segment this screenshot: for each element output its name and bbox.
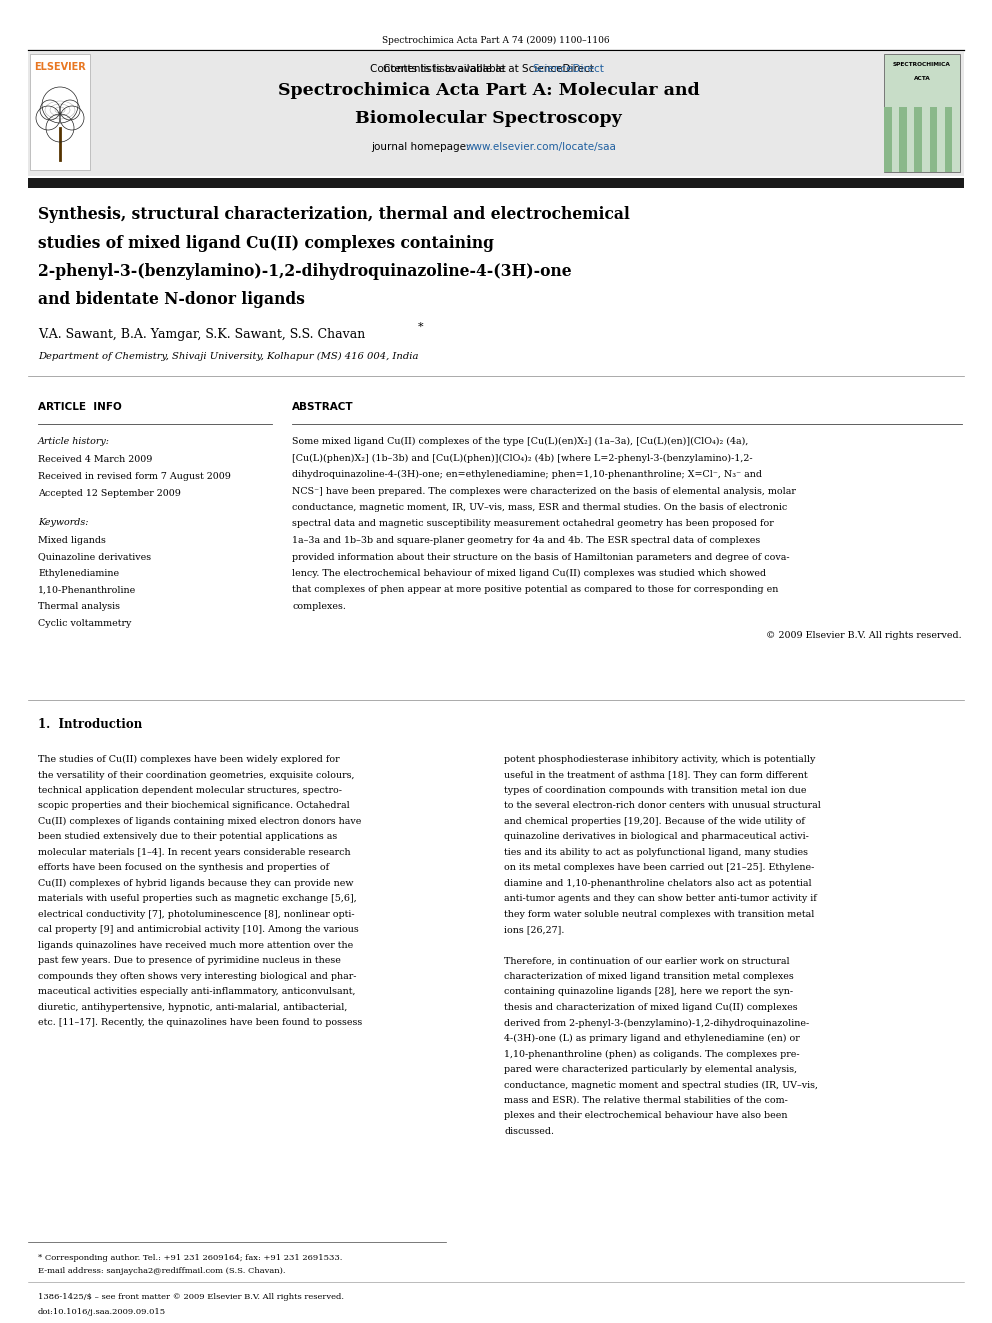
Text: Thermal analysis: Thermal analysis (38, 602, 120, 611)
FancyBboxPatch shape (915, 107, 922, 172)
Text: thesis and characterization of mixed ligand Cu(II) complexes: thesis and characterization of mixed lig… (504, 1003, 798, 1012)
Text: Cu(II) complexes of hybrid ligands because they can provide new: Cu(II) complexes of hybrid ligands becau… (38, 878, 353, 888)
Text: containing quinazoline ligands [28], here we report the syn-: containing quinazoline ligands [28], her… (504, 987, 794, 996)
Text: anti-tumor agents and they can show better anti-tumor activity if: anti-tumor agents and they can show bett… (504, 894, 816, 904)
FancyBboxPatch shape (930, 107, 937, 172)
Text: ScienceDirect: ScienceDirect (532, 64, 604, 74)
Text: plexes and their electrochemical behaviour have also been: plexes and their electrochemical behavio… (504, 1111, 788, 1121)
Text: derived from 2-phenyl-3-(benzylamino)-1,2-dihydroquinazoline-: derived from 2-phenyl-3-(benzylamino)-1,… (504, 1019, 809, 1028)
FancyBboxPatch shape (30, 54, 90, 169)
Text: Received 4 March 2009: Received 4 March 2009 (38, 455, 153, 464)
Text: and bidentate N-donor ligands: and bidentate N-donor ligands (38, 291, 305, 308)
Text: journal homepage:: journal homepage: (371, 142, 473, 152)
Text: The studies of Cu(II) complexes have been widely explored for: The studies of Cu(II) complexes have bee… (38, 755, 339, 765)
Text: 1a–3a and 1b–3b and square-planer geometry for 4a and 4b. The ESR spectral data : 1a–3a and 1b–3b and square-planer geomet… (292, 536, 760, 545)
Text: electrical conductivity [7], photoluminescence [8], nonlinear opti-: electrical conductivity [7], photolumine… (38, 910, 354, 919)
Text: conductance, magnetic moment and spectral studies (IR, UV–vis,: conductance, magnetic moment and spectra… (504, 1081, 818, 1090)
Text: ligands quinazolines have received much more attention over the: ligands quinazolines have received much … (38, 941, 353, 950)
Text: on its metal complexes have been carried out [21–25]. Ethylene-: on its metal complexes have been carried… (504, 864, 814, 872)
Text: 1386-1425/$ – see front matter © 2009 Elsevier B.V. All rights reserved.: 1386-1425/$ – see front matter © 2009 El… (38, 1293, 344, 1301)
Text: ACTA: ACTA (914, 75, 930, 81)
Text: NCS⁻] have been prepared. The complexes were characterized on the basis of eleme: NCS⁻] have been prepared. The complexes … (292, 487, 796, 496)
Text: 1.  Introduction: 1. Introduction (38, 718, 142, 732)
Text: * Corresponding author. Tel.: +91 231 2609164; fax: +91 231 2691533.: * Corresponding author. Tel.: +91 231 26… (38, 1254, 342, 1262)
Text: doi:10.1016/j.saa.2009.09.015: doi:10.1016/j.saa.2009.09.015 (38, 1308, 166, 1316)
Text: the versatility of their coordination geometries, exquisite colours,: the versatility of their coordination ge… (38, 770, 354, 779)
Text: to the several electron-rich donor centers with unusual structural: to the several electron-rich donor cente… (504, 802, 820, 811)
Text: conductance, magnetic moment, IR, UV–vis, mass, ESR and thermal studies. On the : conductance, magnetic moment, IR, UV–vis… (292, 503, 788, 512)
Text: spectral data and magnetic susceptibility measurement octahedral geometry has be: spectral data and magnetic susceptibilit… (292, 520, 774, 528)
Text: that complexes of phen appear at more positive potential as compared to those fo: that complexes of phen appear at more po… (292, 586, 779, 594)
Text: Mixed ligands: Mixed ligands (38, 536, 106, 545)
Text: technical application dependent molecular structures, spectro-: technical application dependent molecula… (38, 786, 342, 795)
Text: compounds they often shows very interesting biological and phar-: compounds they often shows very interest… (38, 972, 356, 980)
Text: ions [26,27].: ions [26,27]. (504, 926, 564, 934)
Text: scopic properties and their biochemical significance. Octahedral: scopic properties and their biochemical … (38, 802, 350, 811)
Text: Contents lists available at: Contents lists available at (370, 64, 509, 74)
Text: ties and its ability to act as polyfunctional ligand, many studies: ties and its ability to act as polyfunct… (504, 848, 808, 857)
Text: potent phosphodiesterase inhibitory activity, which is potentially: potent phosphodiesterase inhibitory acti… (504, 755, 815, 763)
Text: Received in revised form 7 August 2009: Received in revised form 7 August 2009 (38, 472, 231, 482)
Text: complexes.: complexes. (292, 602, 346, 611)
FancyBboxPatch shape (884, 54, 960, 172)
Text: pared were characterized particularly by elemental analysis,: pared were characterized particularly by… (504, 1065, 798, 1074)
Text: maceutical activities especially anti-inflammatory, anticonvulsant,: maceutical activities especially anti-in… (38, 987, 355, 996)
Text: Cyclic voltammetry: Cyclic voltammetry (38, 618, 131, 627)
Text: E-mail address: sanjaycha2@rediffmail.com (S.S. Chavan).: E-mail address: sanjaycha2@rediffmail.co… (38, 1267, 286, 1275)
Text: *: * (418, 321, 424, 332)
Text: diuretic, antihypertensive, hypnotic, anti-malarial, antibacterial,: diuretic, antihypertensive, hypnotic, an… (38, 1003, 347, 1012)
Text: types of coordination compounds with transition metal ion due: types of coordination compounds with tra… (504, 786, 806, 795)
Text: lency. The electrochemical behaviour of mixed ligand Cu(II) complexes was studie: lency. The electrochemical behaviour of … (292, 569, 766, 578)
Text: Article history:: Article history: (38, 437, 110, 446)
Text: Spectrochimica Acta Part A: Molecular and: Spectrochimica Acta Part A: Molecular an… (278, 82, 699, 99)
Text: © 2009 Elsevier B.V. All rights reserved.: © 2009 Elsevier B.V. All rights reserved… (767, 631, 962, 639)
Text: Some mixed ligand Cu(II) complexes of the type [Cu(L)(en)X₂] (1a–3a), [Cu(L)(en): Some mixed ligand Cu(II) complexes of th… (292, 437, 748, 446)
Text: Spectrochimica Acta Part A 74 (2009) 1100–1106: Spectrochimica Acta Part A 74 (2009) 110… (382, 36, 610, 45)
Text: Quinazoline derivatives: Quinazoline derivatives (38, 553, 151, 561)
Text: studies of mixed ligand Cu(II) complexes containing: studies of mixed ligand Cu(II) complexes… (38, 234, 494, 251)
Text: V.A. Sawant, B.A. Yamgar, S.K. Sawant, S.S. Chavan: V.A. Sawant, B.A. Yamgar, S.K. Sawant, S… (38, 328, 365, 341)
Text: ELSEVIER: ELSEVIER (34, 62, 86, 71)
Text: and chemical properties [19,20]. Because of the wide utility of: and chemical properties [19,20]. Because… (504, 818, 805, 826)
Text: 1,10-phenanthroline (phen) as coligands. The complexes pre-: 1,10-phenanthroline (phen) as coligands.… (504, 1049, 800, 1058)
Text: [Cu(L)(phen)X₂] (1b–3b) and [Cu(L)(phen)](ClO₄)₂ (4b) [where L=2-phenyl-3-(benzy: [Cu(L)(phen)X₂] (1b–3b) and [Cu(L)(phen)… (292, 454, 753, 463)
Text: Ethylenediamine: Ethylenediamine (38, 569, 119, 578)
Text: Cu(II) complexes of ligands containing mixed electron donors have: Cu(II) complexes of ligands containing m… (38, 818, 361, 826)
FancyBboxPatch shape (28, 52, 964, 176)
Text: 2-phenyl-3-(benzylamino)-1,2-dihydroquinazoline-4-(3H)-one: 2-phenyl-3-(benzylamino)-1,2-dihydroquin… (38, 263, 571, 280)
FancyBboxPatch shape (944, 107, 952, 172)
Text: been studied extensively due to their potential applications as: been studied extensively due to their po… (38, 832, 337, 841)
Text: materials with useful properties such as magnetic exchange [5,6],: materials with useful properties such as… (38, 894, 357, 904)
Text: provided information about their structure on the basis of Hamiltonian parameter: provided information about their structu… (292, 553, 790, 561)
FancyBboxPatch shape (899, 107, 907, 172)
Text: efforts have been focused on the synthesis and properties of: efforts have been focused on the synthes… (38, 864, 329, 872)
Text: useful in the treatment of asthma [18]. They can form different: useful in the treatment of asthma [18]. … (504, 770, 807, 779)
Text: molecular materials [1–4]. In recent years considerable research: molecular materials [1–4]. In recent yea… (38, 848, 350, 857)
FancyBboxPatch shape (28, 179, 964, 188)
Text: quinazoline derivatives in biological and pharmaceutical activi-: quinazoline derivatives in biological an… (504, 832, 808, 841)
Text: Accepted 12 September 2009: Accepted 12 September 2009 (38, 490, 181, 497)
Text: ABSTRACT: ABSTRACT (292, 402, 353, 411)
Text: Contents lists available at ScienceDirect: Contents lists available at ScienceDirec… (383, 64, 594, 74)
Text: SPECTROCHIMICA: SPECTROCHIMICA (893, 62, 951, 67)
Text: mass and ESR). The relative thermal stabilities of the com-: mass and ESR). The relative thermal stab… (504, 1095, 788, 1105)
Text: they form water soluble neutral complexes with transition metal: they form water soluble neutral complexe… (504, 910, 814, 919)
Text: diamine and 1,10-phenanthroline chelators also act as potential: diamine and 1,10-phenanthroline chelator… (504, 878, 811, 888)
Text: Department of Chemistry, Shivaji University, Kolhapur (MS) 416 004, India: Department of Chemistry, Shivaji Univers… (38, 352, 419, 361)
Text: www.elsevier.com/locate/saa: www.elsevier.com/locate/saa (465, 142, 616, 152)
Text: dihydroquinazoline-4-(3H)-one; en=ethylenediamine; phen=1,10-phenanthroline; X=C: dihydroquinazoline-4-(3H)-one; en=ethyle… (292, 470, 762, 479)
Text: Therefore, in continuation of our earlier work on structural: Therefore, in continuation of our earlie… (504, 957, 790, 966)
Text: Keywords:: Keywords: (38, 519, 88, 527)
Text: discussed.: discussed. (504, 1127, 554, 1136)
FancyBboxPatch shape (884, 107, 892, 172)
Text: characterization of mixed ligand transition metal complexes: characterization of mixed ligand transit… (504, 972, 794, 980)
Text: 4-(3H)-one (L) as primary ligand and ethylenediamine (en) or: 4-(3H)-one (L) as primary ligand and eth… (504, 1035, 800, 1043)
Text: past few years. Due to presence of pyrimidine nucleus in these: past few years. Due to presence of pyrim… (38, 957, 341, 966)
Text: etc. [11–17]. Recently, the quinazolines have been found to possess: etc. [11–17]. Recently, the quinazolines… (38, 1019, 362, 1028)
Text: Synthesis, structural characterization, thermal and electrochemical: Synthesis, structural characterization, … (38, 206, 630, 224)
Text: 1,10-Phenanthroline: 1,10-Phenanthroline (38, 586, 136, 594)
Text: Biomolecular Spectroscopy: Biomolecular Spectroscopy (355, 110, 622, 127)
Text: ARTICLE  INFO: ARTICLE INFO (38, 402, 122, 411)
Text: cal property [9] and antimicrobial activity [10]. Among the various: cal property [9] and antimicrobial activ… (38, 926, 359, 934)
